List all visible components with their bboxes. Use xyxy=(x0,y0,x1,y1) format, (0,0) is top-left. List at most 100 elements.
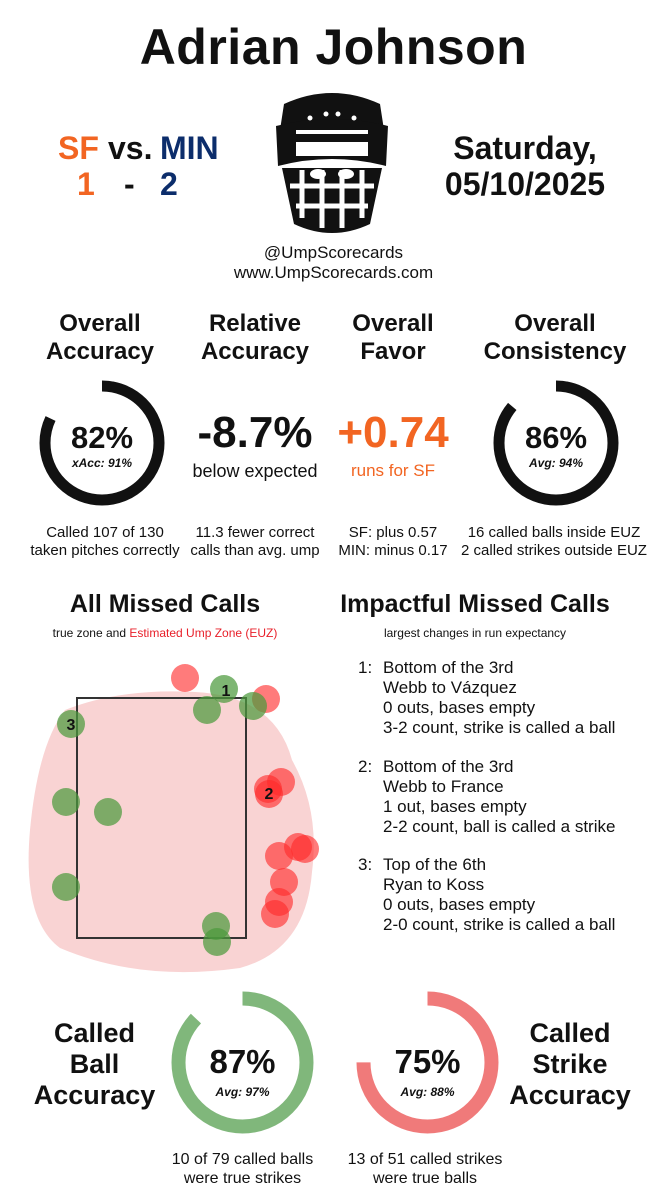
item-matchup: Ryan to Koss xyxy=(383,875,485,894)
overall-consistency-title: Overall Consistency xyxy=(465,310,645,366)
title-line: Accuracy xyxy=(200,338,310,365)
title-line: Strike xyxy=(532,1049,608,1079)
overall-favor-title: Overall Favor xyxy=(318,310,468,366)
item-situation: 0 outs, bases empty xyxy=(383,895,536,914)
missed-pitch xyxy=(239,692,267,720)
item-result: 2-2 count, ball is called a strike xyxy=(383,817,616,836)
overall-favor-sub: runs for SF xyxy=(350,461,436,480)
missed-calls-plot: 1 2 3 xyxy=(28,664,319,973)
called-strike-value: 75% xyxy=(394,1043,461,1080)
overall-accuracy-title: Overall Accuracy xyxy=(20,310,180,366)
score-dash: - xyxy=(124,166,135,202)
desc-line: 10 of 79 called balls xyxy=(171,1151,314,1168)
missed-label-2: 2 xyxy=(265,786,274,803)
item-number: 1: xyxy=(358,658,373,677)
handle: @UmpScorecards xyxy=(263,243,404,262)
desc-line: 16 called balls inside EUZ xyxy=(467,524,641,541)
desc-line: 2 called strikes outside EUZ xyxy=(461,542,647,559)
euz-region xyxy=(28,691,314,973)
title-line: Called xyxy=(529,1018,611,1048)
home-score: 2 xyxy=(160,166,178,202)
umpire-mask-icon xyxy=(266,86,398,236)
item-inning: Bottom of the 3rd xyxy=(383,757,514,776)
legend-prefix: true zone and xyxy=(52,626,126,640)
desc-line: calls than avg. ump xyxy=(190,542,320,559)
away-score: 1 xyxy=(77,166,95,202)
called-strike-sub: Avg: 88% xyxy=(400,1085,455,1099)
called-ball-desc: 10 of 79 called balls were true strikes xyxy=(145,1150,340,1188)
home-team: MIN xyxy=(160,130,219,166)
missed-pitch-1 xyxy=(210,675,238,703)
title-line: Accuracy xyxy=(33,1080,156,1110)
missed-pitch xyxy=(193,696,221,724)
title-line: Relative xyxy=(208,310,302,337)
title-line: Ball xyxy=(69,1049,120,1079)
legend-euz: Estimated Ump Zone (EUZ) xyxy=(129,626,278,640)
missed-calls-legend: true zone and Estimated Ump Zone (EUZ) xyxy=(20,626,310,640)
title-line: Overall xyxy=(352,310,434,337)
missed-pitch xyxy=(265,842,293,870)
overall-favor-value: +0.74 xyxy=(337,408,449,457)
overall-accuracy-sub: xAcc: 91% xyxy=(71,456,133,470)
impactful-item-1: 1: Bottom of the 3rd Webb to Vázquez 0 o… xyxy=(358,658,648,738)
title-line: Overall xyxy=(59,310,141,337)
missed-pitch xyxy=(171,664,199,692)
strike-zone xyxy=(76,697,247,939)
called-strike-title: Called Strike Accuracy xyxy=(500,1018,640,1111)
relative-accuracy-title: Relative Accuracy xyxy=(175,310,335,366)
item-inning: Bottom of the 3rd xyxy=(383,658,514,677)
missed-label-3: 3 xyxy=(67,717,76,734)
relative-accuracy-value: -8.7% xyxy=(197,408,313,457)
missed-pitch xyxy=(52,873,80,901)
title-line: Consistency xyxy=(483,338,627,365)
overall-consistency-desc: 16 called balls inside EUZ 2 called stri… xyxy=(448,524,660,560)
item-inning: Top of the 6th xyxy=(383,855,487,874)
missed-pitch xyxy=(94,798,122,826)
called-ball-title: Called Ball Accuracy xyxy=(22,1018,167,1111)
called-ball-value: 87% xyxy=(209,1043,276,1080)
away-team: SF xyxy=(58,130,99,166)
impactful-item-2: 2: Bottom of the 3rd Webb to France 1 ou… xyxy=(358,757,648,837)
missed-pitch xyxy=(203,928,231,956)
overall-accuracy-ring xyxy=(39,380,165,506)
desc-line: were true balls xyxy=(372,1170,478,1187)
title-line: Called xyxy=(53,1018,136,1048)
missed-pitch xyxy=(261,900,289,928)
missed-pitch-3 xyxy=(57,710,85,738)
item-result: 2-0 count, strike is called a ball xyxy=(383,915,616,934)
missed-pitch xyxy=(291,835,319,863)
title-line: Accuracy xyxy=(509,1080,631,1110)
website: www.UmpScorecards.com xyxy=(233,263,434,282)
desc-line: were true strikes xyxy=(183,1170,302,1187)
game-date: 05/10/2025 xyxy=(444,166,606,202)
desc-line: MIN: minus 0.17 xyxy=(338,542,448,559)
title-line: Favor xyxy=(360,338,426,365)
missed-pitch xyxy=(52,788,80,816)
relative-accuracy-desc: 11.3 fewer correct calls than avg. ump xyxy=(175,524,335,560)
called-ball-sub: Avg: 97% xyxy=(215,1085,270,1099)
called-strike-ring xyxy=(356,991,499,1134)
missed-calls-title: All Missed Calls xyxy=(69,590,261,618)
vs-label: vs. xyxy=(108,130,153,166)
impactful-title: Impactful Missed Calls xyxy=(340,590,610,618)
called-ball-ring xyxy=(171,991,314,1134)
game-day: Saturday, xyxy=(453,130,597,166)
item-situation: 0 outs, bases empty xyxy=(383,698,536,717)
desc-line: SF: plus 0.57 xyxy=(348,524,438,541)
desc-line: Called 107 of 130 xyxy=(46,524,164,541)
title-line: Overall xyxy=(514,310,596,337)
missed-balls xyxy=(52,675,267,956)
title-line: Accuracy xyxy=(45,338,155,365)
item-result: 3-2 count, strike is called a ball xyxy=(383,718,616,737)
overall-accuracy-desc: Called 107 of 130 taken pitches correctl… xyxy=(10,524,200,560)
item-situation: 1 out, bases empty xyxy=(383,797,527,816)
missed-label-1: 1 xyxy=(222,683,231,700)
called-strike-desc: 13 of 51 called strikes were true balls xyxy=(325,1150,525,1188)
item-matchup: Webb to Vázquez xyxy=(383,678,517,697)
item-number: 3: xyxy=(358,855,373,874)
desc-line: 13 of 51 called strikes xyxy=(347,1151,503,1168)
overall-consistency-ring xyxy=(493,380,619,506)
impactful-item-3: 3: Top of the 6th Ryan to Koss 0 outs, b… xyxy=(358,855,648,935)
impactful-subtitle: largest changes in run expectancy xyxy=(383,626,567,640)
overall-favor-desc: SF: plus 0.57 MIN: minus 0.17 xyxy=(318,524,468,560)
